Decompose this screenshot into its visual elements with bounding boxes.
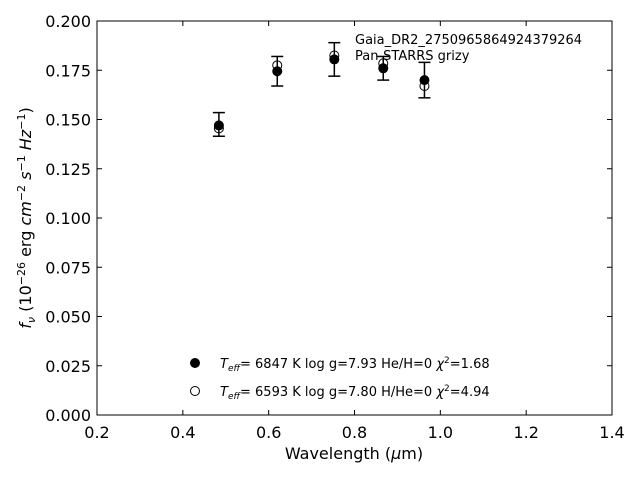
annotation-line-1: Gaia_DR2_2750965864924379264 xyxy=(355,33,582,48)
y-tick-label: 0.175 xyxy=(45,61,91,80)
legend: Teff= 6847 K log g=7.93 He/H=0 χ2=1.68 T… xyxy=(190,356,490,402)
y-tick-label: 0.000 xyxy=(45,406,91,425)
x-tick-label: 1.2 xyxy=(513,423,538,442)
legend-marker-filled xyxy=(190,358,200,368)
filled-circle-point xyxy=(213,120,224,131)
x-axis-label: Wavelength (μm) xyxy=(285,444,423,463)
filled-circle-point xyxy=(378,63,389,74)
plot-frame xyxy=(96,20,613,416)
x-tick-label: 1.4 xyxy=(599,423,624,442)
y-axis-ticks: 0.000 0.025 0.050 0.075 0.100 0.125 0.150 0.175… xyxy=(45,12,612,425)
x-tick-label: 0.8 xyxy=(342,423,367,442)
y-tick-label: 0.025 xyxy=(45,357,91,376)
data-marks xyxy=(212,41,431,137)
legend-marker-open xyxy=(190,386,200,396)
x-tick-label: 0.6 xyxy=(256,423,281,442)
filled-circle-point xyxy=(272,66,283,77)
filled-circle-point xyxy=(419,75,430,86)
x-tick-label: 1.0 xyxy=(428,423,453,442)
legend-entry-1: Teff= 6847 K log g=7.93 He/H=0 χ2=1.68 xyxy=(220,356,490,374)
y-tick-label: 0.125 xyxy=(45,160,91,179)
y-tick-label: 0.200 xyxy=(45,12,91,31)
y-tick-label: 0.075 xyxy=(45,258,91,277)
legend-entry-2: Teff= 6593 K log g=7.80 H/He=0 χ2=4.94 xyxy=(220,384,490,402)
filled-circle-point xyxy=(329,54,340,65)
y-tick-label: 0.100 xyxy=(45,209,91,228)
x-axis-ticks: 0.2 0.4 0.6 0.8 1.0 1.2 1.4 xyxy=(84,21,625,442)
y-tick-label: 0.050 xyxy=(45,308,91,327)
x-tick-label: 0.4 xyxy=(170,423,195,442)
x-tick-label: 0.2 xyxy=(84,423,109,442)
y-tick-label: 0.150 xyxy=(45,111,91,130)
y-axis-label: fν (10−26 erg cm−2 s−1 Hz−1) xyxy=(15,107,38,328)
annotation-line-2: Pan-STARRS grizy xyxy=(355,49,470,64)
